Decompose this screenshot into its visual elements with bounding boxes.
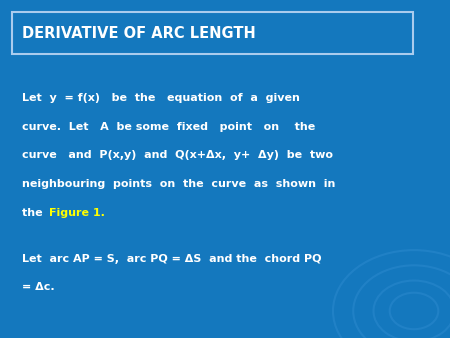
Text: curve.  Let   A  be some  fixed   point   on    the: curve. Let A be some fixed point on the: [22, 122, 316, 132]
Text: Let  y  = f(x)   be  the   equation  of  a  given: Let y = f(x) be the equation of a given: [22, 93, 301, 103]
Text: the: the: [22, 208, 47, 218]
Text: Figure 1.: Figure 1.: [49, 208, 104, 218]
Text: = Δc.: = Δc.: [22, 282, 55, 292]
Text: Let  arc AP = S,  arc PQ = ΔS  and the  chord PQ: Let arc AP = S, arc PQ = ΔS and the chor…: [22, 254, 322, 264]
FancyBboxPatch shape: [12, 12, 413, 54]
Text: DERIVATIVE OF ARC LENGTH: DERIVATIVE OF ARC LENGTH: [22, 26, 256, 41]
Text: curve   and  P(x,y)  and  Q(x+Δx,  y+  Δy)  be  two: curve and P(x,y) and Q(x+Δx, y+ Δy) be t…: [22, 150, 333, 161]
Text: neighbouring  points  on  the  curve  as  shown  in: neighbouring points on the curve as show…: [22, 179, 336, 189]
